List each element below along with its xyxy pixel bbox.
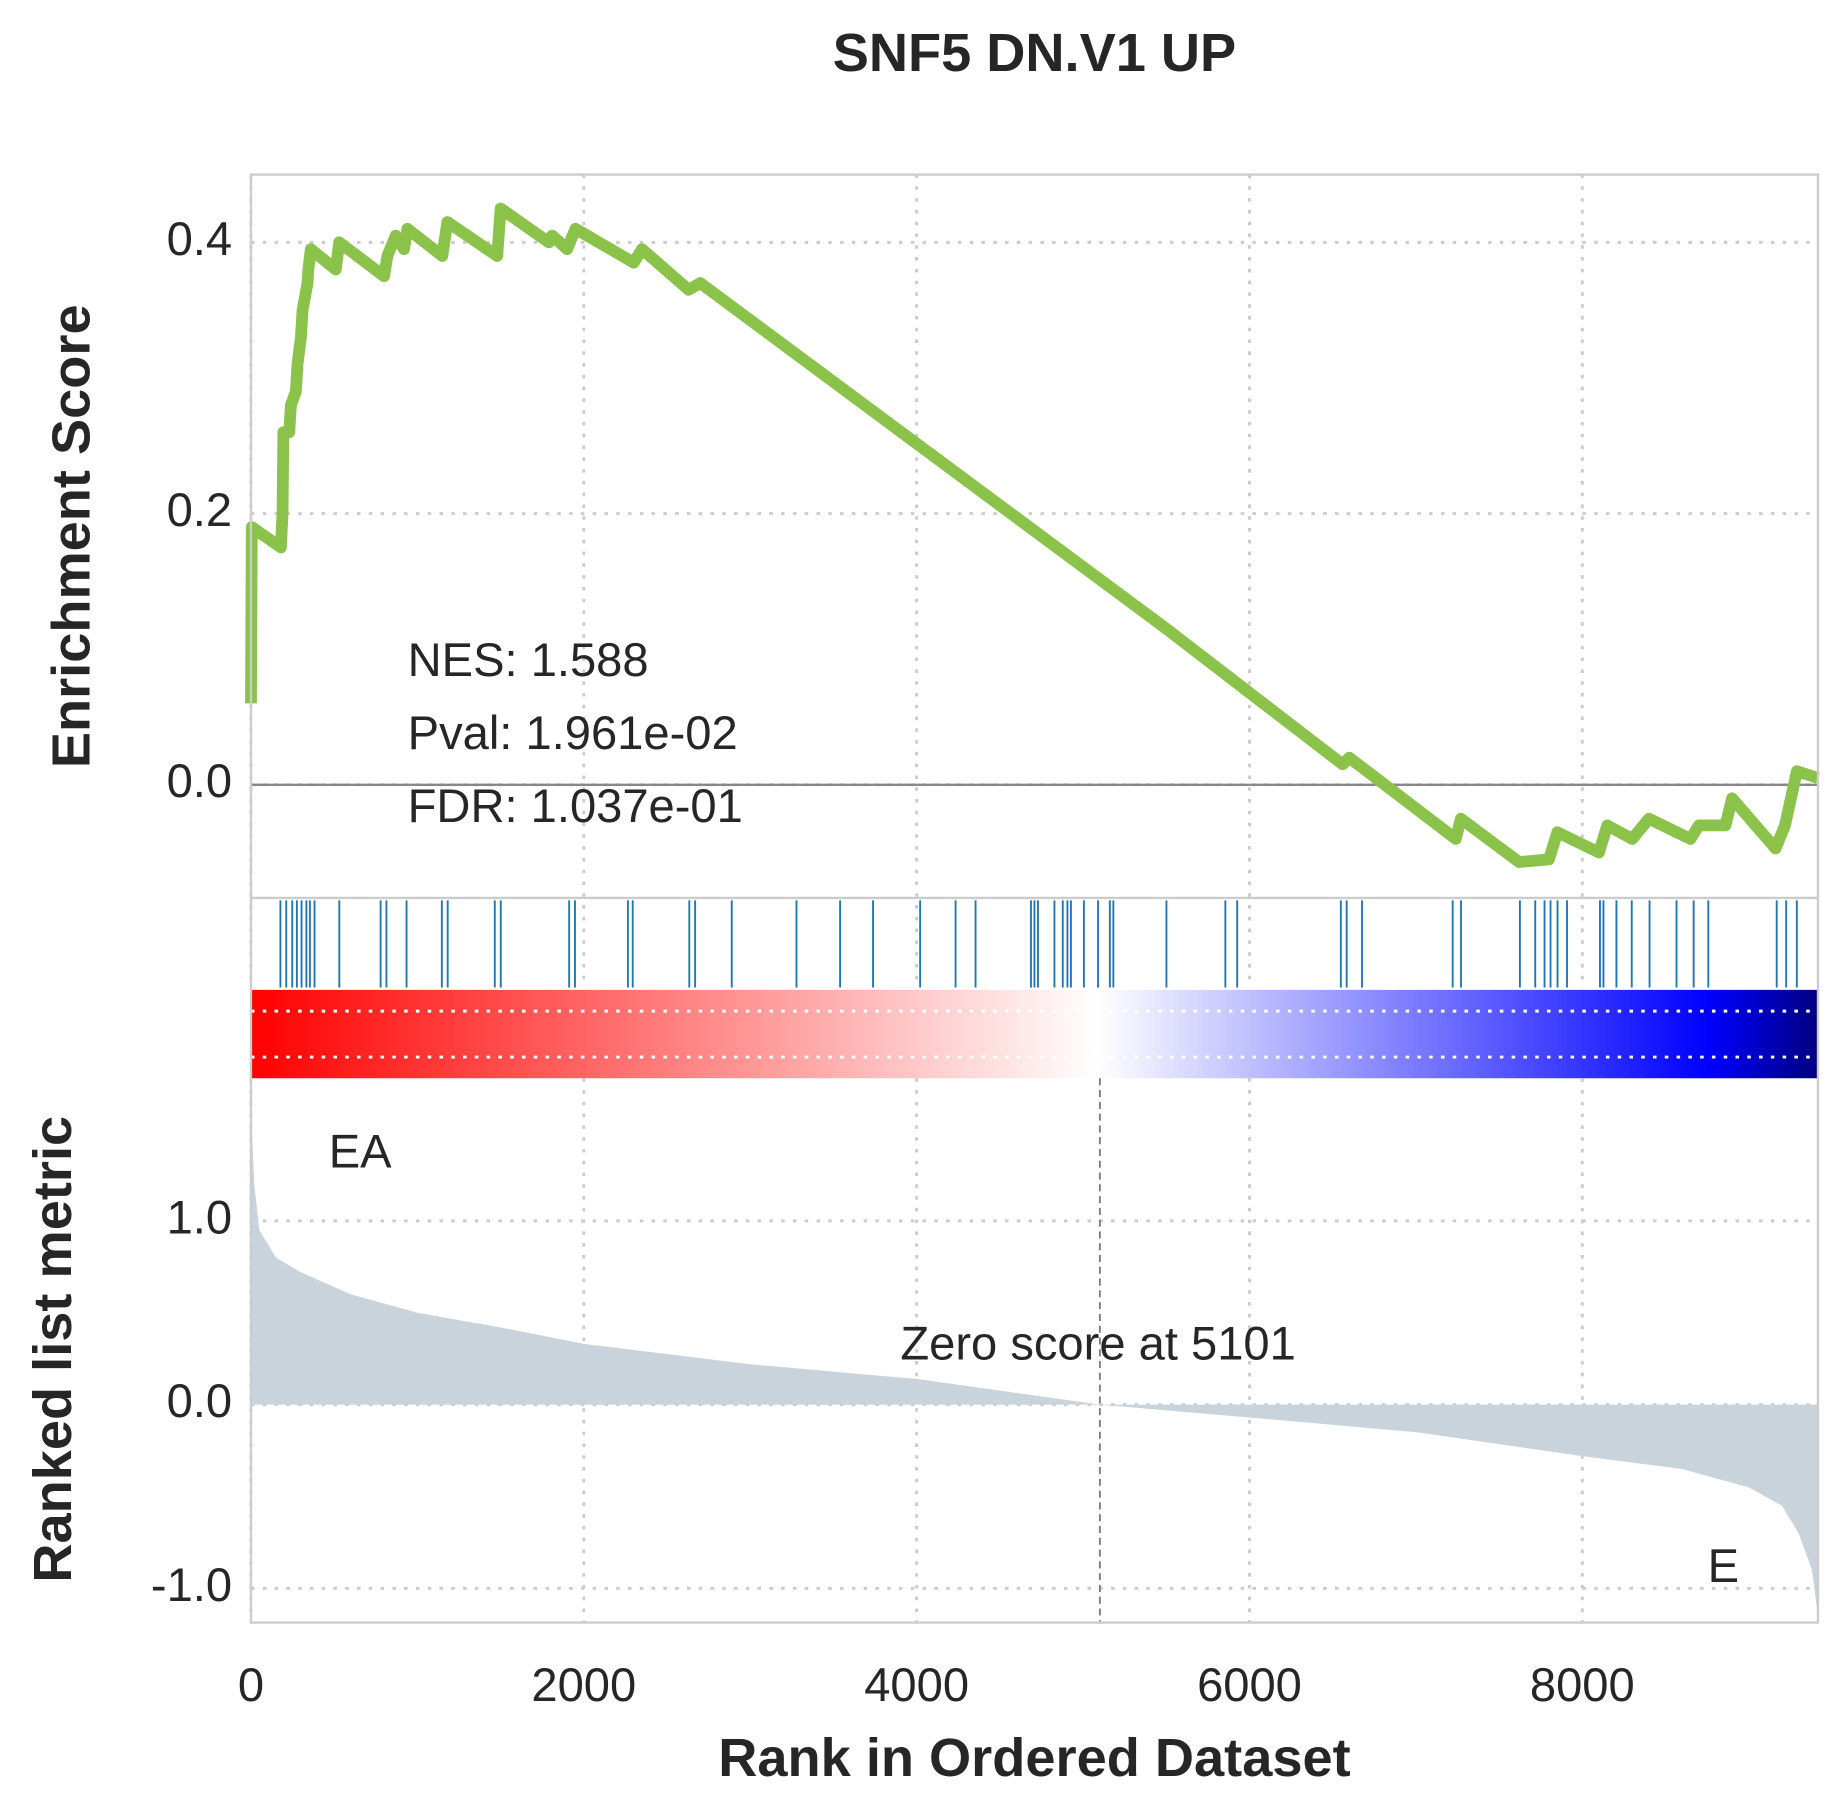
metric-area [250,1110,1818,1616]
x-tick-label: 8000 [1530,1658,1635,1711]
y-axis-label: Ranked list metric [23,1116,83,1583]
y-tick-label: 0.0 [167,1374,233,1427]
x-axis-label: Rank in Ordered Dataset [718,1728,1350,1788]
annotation: NES: 1.588 [408,633,649,686]
y-axis-label: Enrichment Score [42,304,102,768]
annotation: E [1708,1539,1739,1592]
y-tick-label: 1.0 [167,1190,233,1243]
x-tick-label: 6000 [1197,1658,1302,1711]
y-tick-label: -1.0 [151,1558,232,1611]
color-bar [250,989,1818,1079]
axes-frame [249,173,1820,1624]
chart-title: SNF5 DN.V1 UP [833,23,1236,83]
annotation: Pval: 1.961e-02 [408,706,738,759]
x-tick-label: 4000 [864,1658,969,1711]
y-tick-label: 0.2 [167,483,233,536]
x-tick-label: 2000 [531,1658,636,1711]
annotation: FDR: 1.037e-01 [408,779,743,832]
annotation: Zero score at 5101 [900,1316,1295,1369]
enrichment-line [245,202,1820,868]
y-tick-label: 0.0 [167,754,233,807]
x-tick-label: 0 [238,1658,264,1711]
annotation: EA [329,1124,392,1177]
y-tick-label: 0.4 [167,212,233,265]
